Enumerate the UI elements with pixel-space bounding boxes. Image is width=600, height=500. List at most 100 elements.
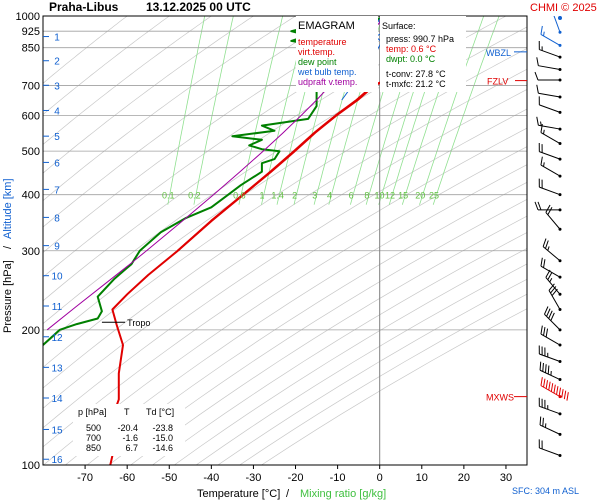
table-header-td: Td [°C]	[146, 407, 174, 417]
wind-barb-feather	[540, 377, 543, 386]
pressure-tick-label: 400	[22, 190, 40, 202]
y-axis-title: Pressure [hPa]	[2, 260, 14, 333]
mixing-ratio-label: 2	[292, 191, 297, 201]
mixing-ratio-label: 1	[259, 191, 264, 201]
altitude-tick-label: 15	[51, 425, 63, 436]
dry-adiabat	[86, 181, 527, 465]
wind-barb-feather	[542, 238, 547, 247]
wind-barb-station	[558, 55, 562, 59]
annotation-fzlv: FZLV	[487, 77, 508, 87]
altitude-tick-label: 4	[54, 106, 60, 117]
sfc-label: SFC: 304 m ASL	[512, 486, 579, 496]
wind-barb-half-feather	[547, 246, 550, 251]
wind-barb-feather	[539, 416, 542, 426]
wind-barb	[548, 283, 562, 311]
wind-barb-feather	[545, 204, 551, 213]
wind-barb-feather	[536, 116, 539, 126]
wind-barb-half-feather	[540, 121, 542, 126]
wind-barb	[543, 306, 562, 332]
wind-barb-station	[558, 68, 562, 72]
altitude-tick-label: 3	[54, 81, 60, 92]
legend-item-temperature: temperature	[298, 37, 347, 47]
altitude-tick-label: 6	[54, 158, 60, 169]
wind-barb	[540, 25, 562, 47]
wind-barb-feather	[548, 283, 555, 291]
surface-box	[380, 16, 466, 92]
wind-barb-station	[558, 78, 562, 82]
wind-barb-feather	[543, 259, 546, 268]
wind-barb-shaft	[538, 92, 561, 98]
temperature-tick-label: -10	[330, 472, 346, 484]
wind-barb-shaft	[538, 65, 561, 71]
altitude-tick-label: 11	[52, 302, 63, 313]
wind-barb-feather	[548, 381, 551, 391]
table-cell: -23.8	[152, 423, 173, 433]
wind-barb	[534, 71, 562, 82]
temperature-tick-label: 30	[500, 472, 512, 484]
mixing-ratio-label: 8	[364, 191, 369, 201]
wind-barb-station	[558, 275, 562, 279]
dry-adiabat	[43, 127, 527, 448]
table-cell: -14.6	[152, 443, 173, 453]
altitude-tick-label: 2	[54, 57, 60, 68]
dry-adiabat	[195, 263, 527, 465]
mixing-ratio-label: 3	[312, 191, 317, 201]
level-table-box	[73, 404, 185, 456]
copyright: CHMI © 2025	[530, 2, 597, 14]
table-cell: 700	[86, 433, 101, 443]
temperature-tick-label: 0	[377, 472, 383, 484]
altitude-tick-label: 5	[54, 132, 60, 143]
wind-barb-half-feather	[543, 31, 545, 36]
wind-barb-station	[558, 127, 562, 131]
altitude-tick-label: 10	[51, 272, 63, 283]
dry-adiabat	[108, 198, 527, 465]
wind-barb	[538, 439, 562, 457]
x-axis-title: Temperature [°C]	[197, 488, 280, 500]
wind-barb-half-feather	[543, 129, 545, 135]
wind-barb-station	[558, 110, 562, 114]
wind-barb-station	[558, 343, 562, 347]
wind-barb-shaft	[539, 104, 561, 113]
wind-barb	[538, 397, 562, 416]
y-axis-title-altitude: Altitude [km]	[2, 178, 14, 239]
wind-barb-station	[558, 307, 562, 311]
wind-barb-shaft	[540, 33, 561, 46]
wind-barb-feather	[558, 387, 562, 397]
wind-barb	[545, 204, 562, 231]
annotation-wbzl: WBZL	[486, 48, 511, 58]
wind-barb-station	[558, 227, 562, 231]
wind-barb-feather	[550, 383, 554, 392]
wind-barbs	[534, 16, 569, 457]
dry-adiabat	[65, 164, 527, 465]
wind-barb-shaft	[545, 212, 561, 230]
wind-barb-shaft	[544, 313, 561, 331]
mixing-ratio-label: 0.2	[188, 191, 201, 201]
wind-barb-shaft	[548, 290, 561, 310]
wind-barb-shaft	[540, 265, 561, 278]
wind-barb-feather	[540, 257, 543, 267]
wind-barb	[540, 377, 569, 401]
temperature-tick-label: -20	[288, 472, 304, 484]
mixing-ratio-label: 0.6	[233, 191, 246, 201]
wind-barb	[538, 178, 562, 197]
axes-layer: 0.1 0.2 0.6 1 1.4 2 3 4 6 8 10 12 15 20 25100200300400…	[16, 11, 527, 484]
wind-barb-feather	[566, 392, 569, 401]
wind-barb	[539, 361, 562, 382]
wind-barb-feather	[537, 201, 542, 211]
wind-barb	[534, 201, 562, 212]
temperature-tick-label: -40	[203, 472, 219, 484]
wind-barb-shaft	[540, 132, 561, 144]
wind-barb-feather	[547, 365, 550, 375]
wind-barb-shaft	[539, 353, 561, 362]
mixing-ratio-label: 25	[429, 191, 439, 201]
pressure-tick-label: 100	[22, 460, 40, 472]
station-name: Praha-Libus	[49, 0, 119, 14]
wind-barb-feather	[548, 310, 553, 319]
wind-barb-shaft	[539, 49, 561, 58]
legend-item-wet-bulb: wet bulb temp.	[297, 67, 357, 77]
wind-barb-calm	[558, 16, 562, 20]
surface-dwpt: dwpt: 0.0 °C	[386, 54, 436, 64]
x-axis-title-mixing: Mixing ratio [g/kg]	[300, 488, 386, 500]
wind-barb-half-feather	[543, 162, 545, 167]
wind-barb	[536, 116, 562, 131]
